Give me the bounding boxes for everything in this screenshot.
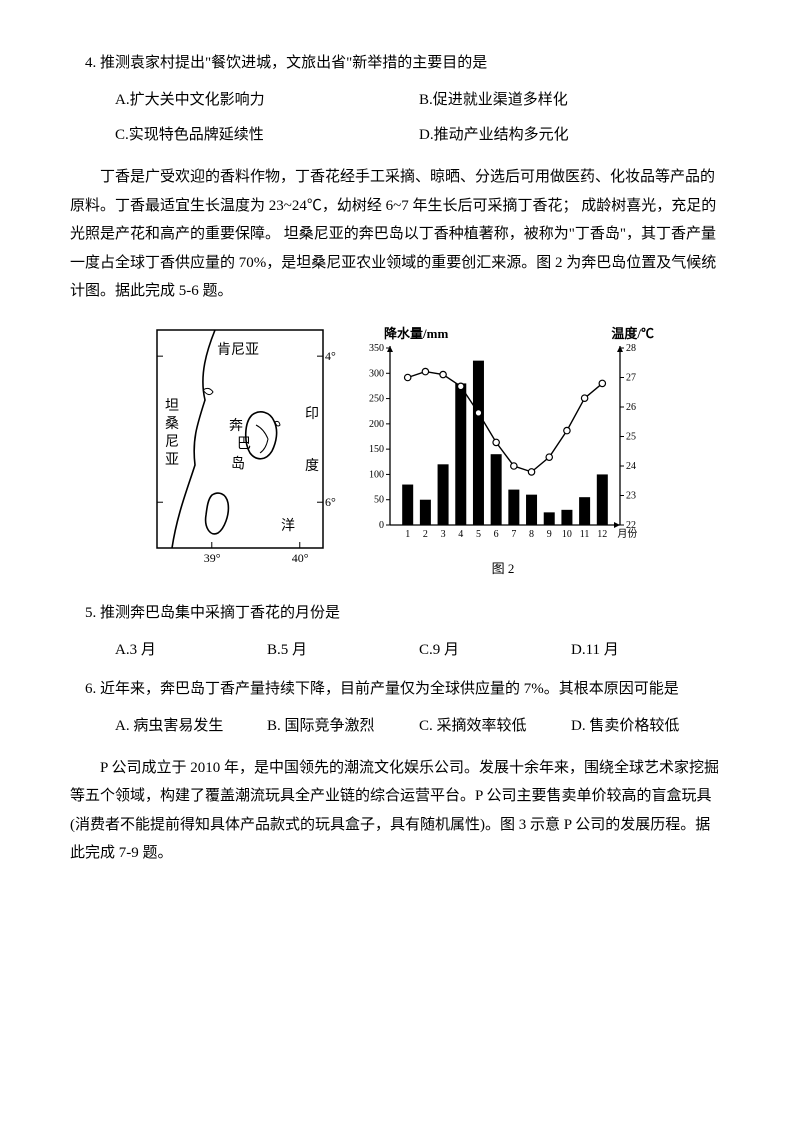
q5-option-a: A.3 月 xyxy=(115,637,267,664)
climate-chart: 降水量/mm温度/℃050100150200250300350222324252… xyxy=(348,320,658,555)
svg-text:6°: 6° xyxy=(325,495,336,509)
passage-p-company: P 公司成立于 2010 年，是中国领先的潮流文化娱乐公司。发展十余年来，围绕全… xyxy=(70,754,723,868)
svg-text:12: 12 xyxy=(597,529,607,540)
figure-caption: 图 2 xyxy=(492,557,515,580)
map-benba: 肯尼亚坦桑尼亚 奔巴岛 印度洋 4° 6° 39° 40° xyxy=(135,320,340,570)
svg-text:2: 2 xyxy=(423,529,428,540)
svg-text:350: 350 xyxy=(369,343,384,354)
svg-text:23: 23 xyxy=(626,490,636,501)
svg-text:肯尼亚: 肯尼亚 xyxy=(217,342,259,358)
question-6-options: A. 病虫害易发生 B. 国际竞争激烈 C. 采摘效率较低 D. 售卖价格较低 xyxy=(70,713,723,740)
figure-2: 肯尼亚坦桑尼亚 奔巴岛 印度洋 4° 6° 39° 40° 降水量/mm 温度/℃ 0 50 100… xyxy=(70,320,723,580)
q6-option-c: C. 采摘效率较低 xyxy=(419,713,571,740)
q6-option-d: D. 售卖价格较低 xyxy=(571,713,723,740)
svg-text:奔: 奔 xyxy=(229,418,243,434)
svg-text:印: 印 xyxy=(305,406,319,422)
svg-text:月份: 月份 xyxy=(617,528,637,540)
q6-option-a: A. 病虫害易发生 xyxy=(115,713,267,740)
svg-text:9: 9 xyxy=(547,529,552,540)
svg-text:11: 11 xyxy=(580,529,590,540)
svg-text:0: 0 xyxy=(379,520,384,531)
svg-text:10: 10 xyxy=(562,529,572,540)
svg-text:5: 5 xyxy=(476,529,481,540)
question-6: 6. 近年来，奔巴岛丁香产量持续下降，目前产量仅为全球供应量的 7%。其根本原因… xyxy=(70,676,723,740)
passage-clove: 丁香是广受欢迎的香料作物，丁香花经手工采摘、晾晒、分选后可用做医药、化妆品等产品… xyxy=(70,163,723,306)
svg-text:8: 8 xyxy=(529,529,534,540)
svg-text:巴: 巴 xyxy=(237,437,251,452)
svg-text:4°: 4° xyxy=(325,349,336,363)
svg-text:24: 24 xyxy=(626,461,636,472)
question-4-text: 4. 推测袁家村提出"餐饮进城，文旅出省"新举措的主要目的是 xyxy=(70,50,723,77)
svg-text:25: 25 xyxy=(626,431,636,442)
q5-option-b: B.5 月 xyxy=(267,637,419,664)
svg-text:坦: 坦 xyxy=(165,398,179,414)
q4-option-b: B.促进就业渠道多样化 xyxy=(419,87,723,114)
svg-text:洋: 洋 xyxy=(281,518,295,534)
svg-text:28: 28 xyxy=(626,343,636,354)
svg-text:40°: 40° xyxy=(292,551,309,565)
svg-text:度: 度 xyxy=(305,458,319,474)
svg-text:6: 6 xyxy=(494,529,499,540)
svg-text:桑: 桑 xyxy=(165,416,179,432)
climate-chart-block: 降水量/mm温度/℃050100150200250300350222324252… xyxy=(348,320,658,580)
question-4-row1: A.扩大关中文化影响力 B.促进就业渠道多样化 xyxy=(70,87,723,114)
q4-option-c: C.实现特色品牌延续性 xyxy=(115,122,419,149)
svg-text:300: 300 xyxy=(369,368,384,379)
svg-text:温度/℃: 温度/℃ xyxy=(611,326,654,341)
svg-text:亚: 亚 xyxy=(165,453,179,468)
q5-option-d: D.11 月 xyxy=(571,637,723,664)
svg-text:尼: 尼 xyxy=(165,435,179,450)
question-5-options: A.3 月 B.5 月 C.9 月 D.11 月 xyxy=(70,637,723,664)
svg-text:4: 4 xyxy=(458,529,463,540)
question-4-row2: C.实现特色品牌延续性 D.推动产业结构多元化 xyxy=(70,122,723,149)
svg-text:3: 3 xyxy=(441,529,446,540)
svg-text:7: 7 xyxy=(511,529,516,540)
svg-text:降水量/mm: 降水量/mm xyxy=(384,326,448,341)
svg-text:150: 150 xyxy=(369,444,384,455)
question-4: 4. 推测袁家村提出"餐饮进城，文旅出省"新举措的主要目的是 A.扩大关中文化影… xyxy=(70,50,723,149)
question-6-text: 6. 近年来，奔巴岛丁香产量持续下降，目前产量仅为全球供应量的 7%。其根本原因… xyxy=(70,676,723,703)
q4-option-d: D.推动产业结构多元化 xyxy=(419,122,723,149)
svg-text:39°: 39° xyxy=(204,551,221,565)
svg-text:1: 1 xyxy=(405,529,410,540)
svg-text:200: 200 xyxy=(369,418,384,429)
svg-text:27: 27 xyxy=(626,372,636,383)
svg-text:岛: 岛 xyxy=(231,456,245,472)
q5-option-c: C.9 月 xyxy=(419,637,571,664)
question-5: 5. 推测奔巴岛集中采摘丁香花的月份是 A.3 月 B.5 月 C.9 月 D.… xyxy=(70,600,723,664)
q6-option-b: B. 国际竞争激烈 xyxy=(267,713,419,740)
svg-text:26: 26 xyxy=(626,402,636,413)
svg-text:100: 100 xyxy=(369,469,384,480)
question-5-text: 5. 推测奔巴岛集中采摘丁香花的月份是 xyxy=(70,600,723,627)
q4-option-a: A.扩大关中文化影响力 xyxy=(115,87,419,114)
svg-text:250: 250 xyxy=(369,393,384,404)
svg-text:50: 50 xyxy=(374,494,384,505)
